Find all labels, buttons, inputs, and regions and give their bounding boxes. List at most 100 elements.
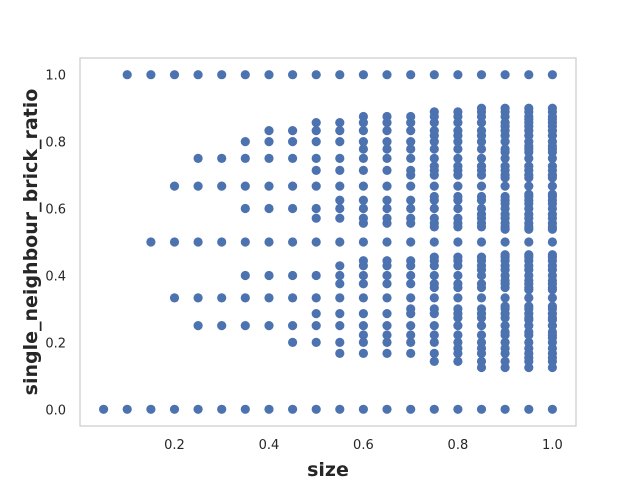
y-tick-labels: 0.0 0.2 0.4 0.6 0.8 1.0 <box>45 69 66 419</box>
data-point <box>429 126 439 136</box>
data-point <box>146 237 156 247</box>
data-point <box>547 181 558 191</box>
data-point <box>311 181 321 191</box>
data-point <box>382 237 392 247</box>
data-point <box>547 153 558 163</box>
data-point <box>169 293 180 303</box>
data-point <box>335 270 345 281</box>
data-point <box>358 279 368 289</box>
data-point <box>358 293 368 303</box>
data-point <box>500 293 510 303</box>
data-point <box>288 293 298 303</box>
data-point <box>429 304 439 314</box>
data-point <box>382 404 392 414</box>
data-point <box>358 195 368 205</box>
data-point <box>358 213 368 223</box>
data-point <box>217 321 227 331</box>
data-point <box>429 191 439 202</box>
data-point <box>453 321 463 331</box>
data-point <box>476 252 487 262</box>
data-point <box>264 153 274 163</box>
data-point <box>288 126 298 136</box>
data-point <box>547 327 558 337</box>
data-point <box>406 237 416 247</box>
data-point <box>311 321 321 331</box>
data-point <box>476 330 487 340</box>
data-point <box>335 237 345 247</box>
data-point <box>406 348 416 358</box>
data-point <box>406 256 416 266</box>
data-point <box>240 321 250 331</box>
data-point <box>193 404 203 414</box>
data-point <box>382 321 392 331</box>
data-point <box>524 103 534 113</box>
data-point <box>358 137 368 147</box>
data-point <box>429 203 439 214</box>
data-point <box>358 256 368 266</box>
x-tick-label: 0.4 <box>259 438 280 453</box>
data-point <box>335 293 345 303</box>
data-point <box>524 161 534 171</box>
data-point <box>122 70 132 80</box>
data-point <box>382 181 392 191</box>
data-point <box>429 321 439 331</box>
data-point <box>335 213 345 223</box>
data-point <box>453 153 463 163</box>
data-point <box>382 270 392 281</box>
data-point <box>217 70 227 80</box>
data-point <box>193 321 203 331</box>
data-point <box>476 70 487 80</box>
y-tick-label: 0.0 <box>45 403 66 418</box>
data-point <box>476 321 487 331</box>
data-point <box>476 144 487 154</box>
data-point <box>429 237 439 247</box>
data-point <box>335 404 345 414</box>
data-point <box>547 237 558 247</box>
data-point <box>453 203 463 214</box>
data-point <box>429 337 439 347</box>
data-point <box>382 309 392 319</box>
data-point <box>217 181 227 191</box>
data-point <box>264 70 274 80</box>
data-point <box>358 270 368 281</box>
data-point <box>500 191 510 202</box>
data-point <box>524 70 534 80</box>
data-point <box>311 118 321 128</box>
data-point <box>382 348 392 358</box>
data-point <box>264 237 274 247</box>
data-point <box>264 126 274 136</box>
data-point <box>311 126 321 136</box>
data-point <box>358 321 368 331</box>
data-point <box>335 337 345 347</box>
data-point <box>500 404 510 414</box>
data-point <box>335 153 345 163</box>
data-point <box>382 165 392 175</box>
data-point <box>382 330 392 340</box>
data-point <box>429 70 439 80</box>
data-point <box>335 261 345 271</box>
data-point <box>406 181 416 191</box>
data-point <box>429 107 439 117</box>
data-point <box>500 103 510 113</box>
data-point <box>358 203 368 214</box>
data-point <box>311 213 321 223</box>
data-point <box>193 153 203 163</box>
data-point <box>264 293 274 303</box>
data-point <box>358 237 368 247</box>
data-point <box>453 161 463 171</box>
data-point <box>524 237 534 247</box>
data-point <box>429 293 439 303</box>
data-point <box>453 279 463 289</box>
data-point <box>429 161 439 171</box>
data-point <box>382 195 392 205</box>
data-point <box>524 189 534 199</box>
y-axis-label: single_neighbour_brick_ratio <box>20 89 42 396</box>
y-tick-label: 0.2 <box>45 336 66 351</box>
data-point <box>476 293 487 303</box>
data-point <box>358 404 368 414</box>
data-point <box>240 70 250 80</box>
data-point <box>406 137 416 147</box>
data-point <box>524 301 534 311</box>
data-point <box>476 161 487 171</box>
